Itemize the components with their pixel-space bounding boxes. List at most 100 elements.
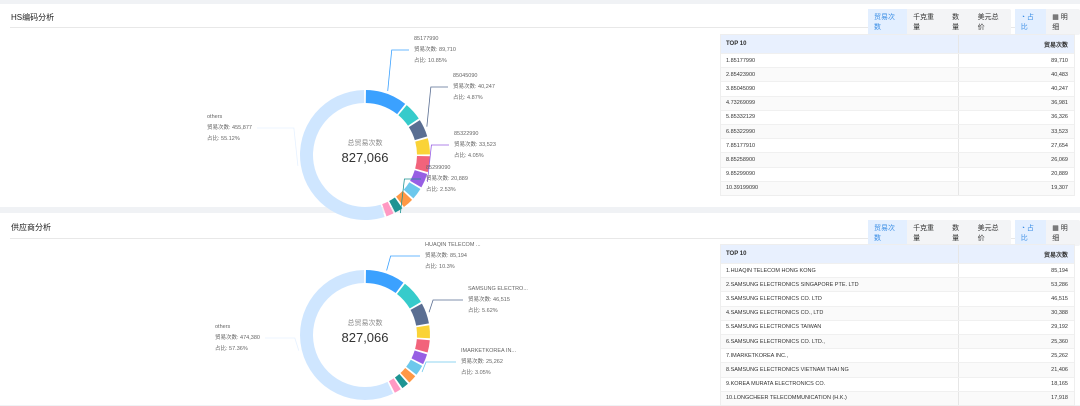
metric-button[interactable]: 千克重量: [913, 225, 935, 242]
donut-slice[interactable]: [396, 283, 421, 309]
slice-label-pct: 占比: 3.05%: [461, 368, 491, 376]
row-name: 6.85322990: [721, 124, 959, 139]
table-row: 1.HUAQIN TELECOM HONG KONG 85,194: [721, 263, 1074, 278]
slice-label-name: IMARKETKOREA IN...: [461, 348, 516, 354]
center-label: 总贸易次数: [348, 318, 383, 327]
donut-slice[interactable]: [415, 138, 430, 155]
row-value: 19,307: [1051, 185, 1068, 192]
donut-slice[interactable]: [394, 374, 408, 389]
row-value: 21,406: [1051, 366, 1068, 373]
row-value: 18,165: [1051, 381, 1068, 388]
row-name: 10.LONGCHEER TELECOMMUNICATION (H.K.): [721, 391, 959, 405]
detail-view-button[interactable]: ▦ 明细: [1052, 225, 1068, 242]
slice-label-name: HUAQIN TELECOM ...: [425, 242, 481, 248]
slice-label-count: 贸易次数: 20,889: [426, 174, 468, 182]
col-header-top10: TOP 10: [721, 245, 959, 263]
donut-slice[interactable]: [398, 105, 419, 126]
metric-button[interactable]: 美元总价: [977, 14, 999, 31]
center-value: 827,066: [342, 150, 389, 165]
table-row: 8.85258900 26,069: [721, 152, 1074, 167]
label-leader-line: [400, 178, 421, 214]
label-leader-line: [387, 49, 409, 91]
slice-label-pct: 占比: 4.87%: [453, 93, 483, 101]
table-row: 5.SAMSUNG ELECTRONICS TAIWAN 29,192: [721, 319, 1074, 334]
row-name: 3.SAMSUNG ELECTRONICS CO. LTD: [721, 292, 959, 306]
metric-toolbar: 贸易次数 千克重量 数量 美元总价 ◔ 占比 ▦ 明细: [864, 220, 1080, 246]
row-name: 4.SAMSUNG ELECTRONICS CO., LTD: [721, 306, 959, 320]
row-name: 5.SAMSUNG ELECTRONICS TAIWAN: [721, 320, 959, 334]
row-value: 36,981: [1051, 100, 1068, 107]
label-leader-line: [421, 361, 456, 373]
donut-icon: ◔: [1020, 225, 1027, 232]
row-value: 40,483: [1051, 71, 1068, 78]
slice-label-count: 贸易次数: 40,247: [453, 82, 495, 90]
donut-slice[interactable]: [389, 197, 403, 213]
row-value: 29,192: [1051, 324, 1068, 331]
row-value: 53,286: [1051, 281, 1068, 288]
donut-slice[interactable]: [416, 325, 430, 339]
pie-view-button[interactable]: ◔ 占比: [1014, 220, 1047, 246]
row-value: 26,069: [1051, 156, 1068, 163]
donut-slice[interactable]: [382, 201, 394, 217]
row-name: 10.39199090: [721, 181, 959, 195]
table-header: TOP 10 贸易次数: [721, 245, 1074, 263]
row-name: 1.HUAQIN TELECOM HONG KONG: [721, 264, 959, 278]
table-row: 10.39199090 19,307: [721, 180, 1074, 195]
slice-label-count: 贸易次数: 33,523: [454, 140, 496, 148]
donut-slice[interactable]: [408, 120, 428, 141]
donut-slice[interactable]: [300, 270, 394, 400]
row-value: 20,889: [1051, 171, 1068, 178]
table-icon: ▦: [1052, 225, 1061, 232]
col-header-count[interactable]: 贸易次数: [1043, 42, 1068, 49]
row-name: 8.SAMSUNG ELECTRONICS VIETNAM THAI NG: [721, 363, 959, 377]
label-leader-line: [386, 255, 420, 271]
donut-slice[interactable]: [415, 156, 430, 173]
metric-button[interactable]: 贸易次数: [868, 9, 908, 35]
panel-title: HS编码分析: [11, 13, 55, 22]
metric-button[interactable]: 数量: [952, 14, 960, 31]
row-name: 7.IMARKETKOREA INC.,: [721, 349, 959, 363]
label-leader-line: [265, 337, 300, 351]
row-value: 27,654: [1051, 142, 1068, 149]
table-row: 4.73269099 36,981: [721, 95, 1074, 110]
table-row: 7.IMARKETKOREA INC., 25,262: [721, 348, 1074, 363]
metric-button[interactable]: 数量: [952, 225, 960, 242]
donut-slice[interactable]: [403, 182, 421, 199]
slice-label-pct: 占比: 2.53%: [426, 185, 456, 193]
donut-slice[interactable]: [388, 378, 401, 393]
pie-view-button[interactable]: ◔ 占比: [1014, 9, 1047, 35]
slice-label-name: 85177990: [414, 36, 438, 42]
metric-button[interactable]: 贸易次数: [868, 220, 908, 246]
label-leader-line: [428, 299, 463, 313]
row-name: 6.SAMSUNG ELECTRONICS CO. LTD.,: [721, 334, 959, 349]
center-label: 总贸易次数: [348, 138, 383, 147]
donut-slice[interactable]: [411, 350, 428, 365]
divider: [10, 27, 1074, 28]
row-value: 33,523: [1051, 128, 1068, 135]
donut-slice[interactable]: [400, 367, 416, 383]
detail-view-button[interactable]: ▦ 明细: [1052, 14, 1068, 31]
metric-button[interactable]: 千克重量: [913, 14, 935, 31]
top10-table: TOP 10 贸易次数 1.HUAQIN TELECOM HONG KONG 85,…: [720, 244, 1075, 406]
table-header: TOP 10 贸易次数: [721, 35, 1074, 53]
slice-label-name: 85045090: [453, 73, 477, 79]
row-value: 85,194: [1051, 267, 1068, 274]
col-header-top10: TOP 10: [721, 35, 959, 53]
donut-slice[interactable]: [365, 90, 406, 115]
table-row: 3.SAMSUNG ELECTRONICS CO. LTD 46,515: [721, 291, 1074, 306]
metric-button[interactable]: 美元总价: [977, 225, 999, 242]
donut-slice[interactable]: [410, 303, 429, 326]
table-row: 6.85322990 33,523: [721, 123, 1074, 139]
slice-label-pct: 占比: 57.36%: [215, 344, 248, 352]
slice-label-name: 85299090: [426, 165, 450, 171]
slice-label-name: others: [215, 324, 231, 330]
donut-slice[interactable]: [396, 190, 413, 208]
donut-slice[interactable]: [415, 339, 430, 353]
center-value: 827,066: [342, 330, 389, 345]
col-header-count[interactable]: 贸易次数: [1043, 252, 1068, 259]
donut-slice[interactable]: [365, 270, 404, 294]
row-name: 2.85423900: [721, 68, 959, 82]
donut-slice[interactable]: [299, 90, 385, 220]
label-leader-line: [427, 144, 449, 183]
donut-slice[interactable]: [406, 359, 423, 375]
